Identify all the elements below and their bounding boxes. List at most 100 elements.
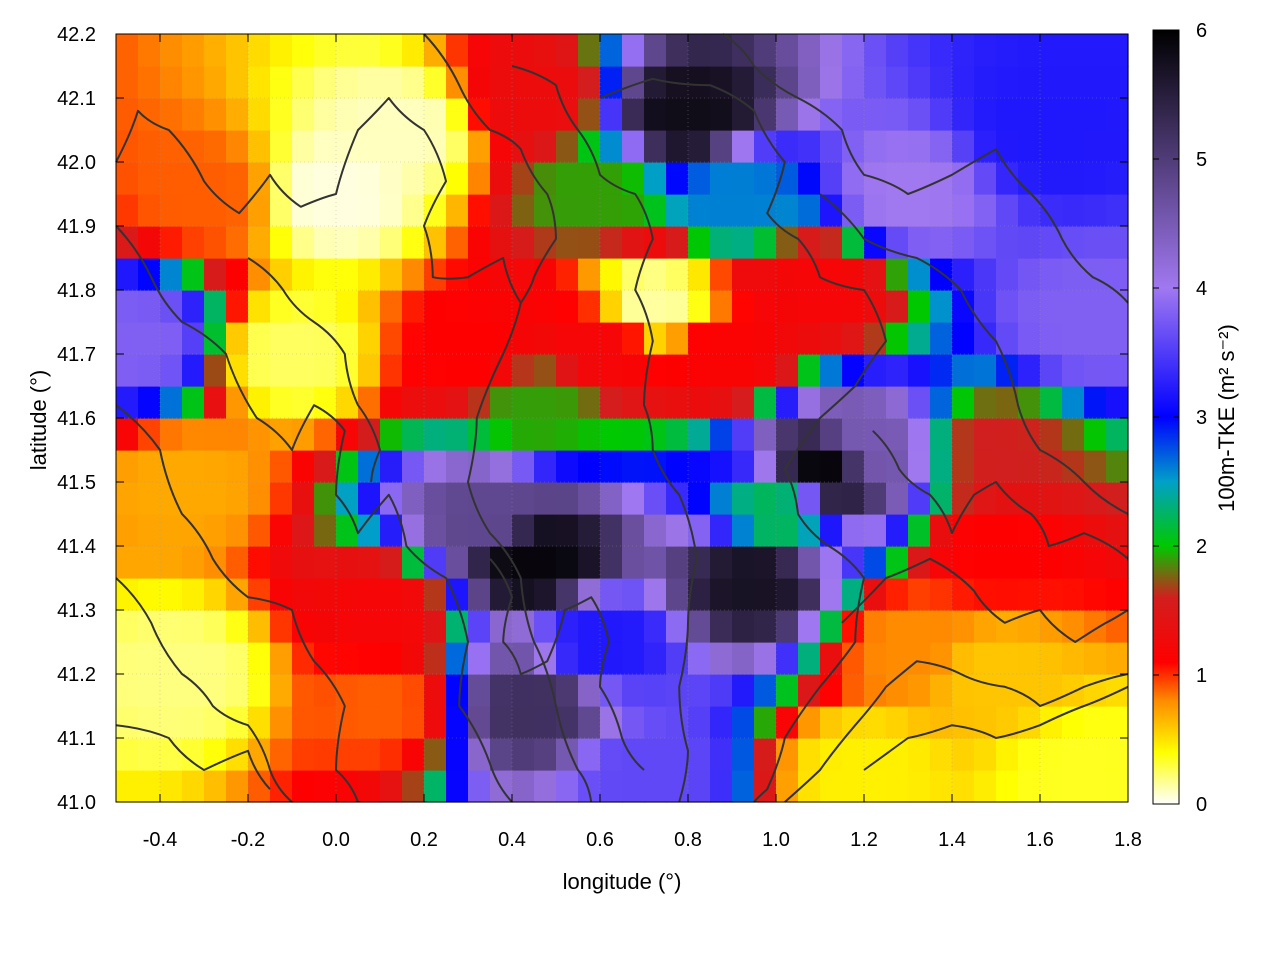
- heatmap-cell: [402, 290, 425, 323]
- heatmap-cell: [798, 162, 821, 195]
- heatmap-cell: [468, 226, 491, 259]
- heatmap-cell: [358, 738, 381, 771]
- heatmap-cell: [754, 386, 777, 419]
- heatmap-cell: [292, 322, 315, 355]
- heatmap-cell: [292, 386, 315, 419]
- heatmap-cell: [160, 354, 183, 387]
- heatmap-cell: [380, 322, 403, 355]
- heatmap-cell: [710, 514, 733, 547]
- heatmap-cell: [578, 418, 601, 451]
- heatmap-cell: [974, 322, 997, 355]
- heatmap-cell: [490, 706, 513, 739]
- heatmap-cell: [204, 578, 227, 611]
- heatmap-cell: [1084, 226, 1107, 259]
- heatmap-cell: [644, 162, 667, 195]
- heatmap-cell: [424, 578, 447, 611]
- heatmap-cell: [468, 706, 491, 739]
- heatmap-cell: [644, 66, 667, 99]
- heatmap-cell: [908, 66, 931, 99]
- heatmap-cell: [908, 450, 931, 483]
- heatmap-cell: [974, 450, 997, 483]
- heatmap-cell: [556, 354, 579, 387]
- heatmap-cell: [160, 34, 183, 67]
- heatmap-cell: [402, 450, 425, 483]
- heatmap-cell: [864, 770, 887, 803]
- heatmap-cell: [754, 546, 777, 579]
- heatmap-cell: [666, 578, 689, 611]
- heatmap-cell: [446, 226, 469, 259]
- heatmap-cell: [182, 98, 205, 131]
- heatmap-cell: [908, 258, 931, 291]
- heatmap-cell: [556, 162, 579, 195]
- heatmap-cell: [644, 770, 667, 803]
- heatmap-cell: [424, 418, 447, 451]
- heatmap-cell: [336, 98, 359, 131]
- heatmap-cell: [996, 258, 1019, 291]
- heatmap-cell: [864, 322, 887, 355]
- heatmap-cell: [622, 706, 645, 739]
- heatmap-cell: [710, 418, 733, 451]
- heatmap-cell: [952, 706, 975, 739]
- heatmap-cell: [842, 386, 865, 419]
- heatmap-cell: [138, 386, 161, 419]
- heatmap-cell: [1040, 418, 1063, 451]
- heatmap-cell: [600, 418, 623, 451]
- heatmap-cell: [468, 642, 491, 675]
- heatmap-cell: [930, 290, 953, 323]
- x-tick-label: 1.6: [1026, 829, 1054, 851]
- heatmap-cell: [248, 290, 271, 323]
- heatmap-cell: [314, 130, 337, 163]
- heatmap-cell: [292, 706, 315, 739]
- heatmap-cell: [666, 738, 689, 771]
- heatmap-cell: [226, 258, 249, 291]
- heatmap-cell: [160, 226, 183, 259]
- heatmap-cell: [226, 386, 249, 419]
- heatmap-cell: [556, 450, 579, 483]
- heatmap-cell: [270, 130, 293, 163]
- heatmap-cell: [534, 290, 557, 323]
- heatmap-cell: [666, 322, 689, 355]
- heatmap-cell: [314, 226, 337, 259]
- heatmap-cell: [534, 418, 557, 451]
- heatmap-cell: [424, 322, 447, 355]
- heatmap-cell: [116, 354, 139, 387]
- heatmap-cell: [644, 194, 667, 227]
- heatmap-cell: [1040, 162, 1063, 195]
- heatmap-cell: [710, 322, 733, 355]
- heatmap-cell: [116, 706, 139, 739]
- heatmap-cell: [1106, 354, 1129, 387]
- heatmap-cell: [160, 386, 183, 419]
- heatmap-cell: [292, 738, 315, 771]
- heatmap-cell: [358, 770, 381, 803]
- heatmap-cell: [798, 642, 821, 675]
- heatmap-cell: [314, 322, 337, 355]
- heatmap-cell: [446, 130, 469, 163]
- heatmap-cell: [622, 738, 645, 771]
- heatmap-cell: [1040, 130, 1063, 163]
- heatmap-cell: [402, 162, 425, 195]
- heatmap-cell: [622, 770, 645, 803]
- heatmap-cell: [182, 770, 205, 803]
- heatmap-cell: [710, 66, 733, 99]
- heatmap-cell: [842, 258, 865, 291]
- heatmap-cell: [644, 386, 667, 419]
- heatmap-cell: [732, 130, 755, 163]
- heatmap-cell: [314, 450, 337, 483]
- heatmap-cell: [556, 66, 579, 99]
- heatmap-cell: [996, 706, 1019, 739]
- heatmap-cell: [204, 770, 227, 803]
- heatmap-cell: [974, 162, 997, 195]
- heatmap-cell: [358, 290, 381, 323]
- heatmap-cell: [358, 674, 381, 707]
- heatmap-cell: [336, 770, 359, 803]
- heatmap-cell: [204, 482, 227, 515]
- heatmap-cell: [512, 770, 535, 803]
- heatmap-cell: [732, 290, 755, 323]
- heatmap-cell: [402, 34, 425, 67]
- heatmap-cell: [1018, 514, 1041, 547]
- heatmap-cell: [996, 418, 1019, 451]
- heatmap-cell: [380, 610, 403, 643]
- heatmap-cell: [908, 34, 931, 67]
- heatmap-cell: [886, 738, 909, 771]
- heatmap-cell: [204, 642, 227, 675]
